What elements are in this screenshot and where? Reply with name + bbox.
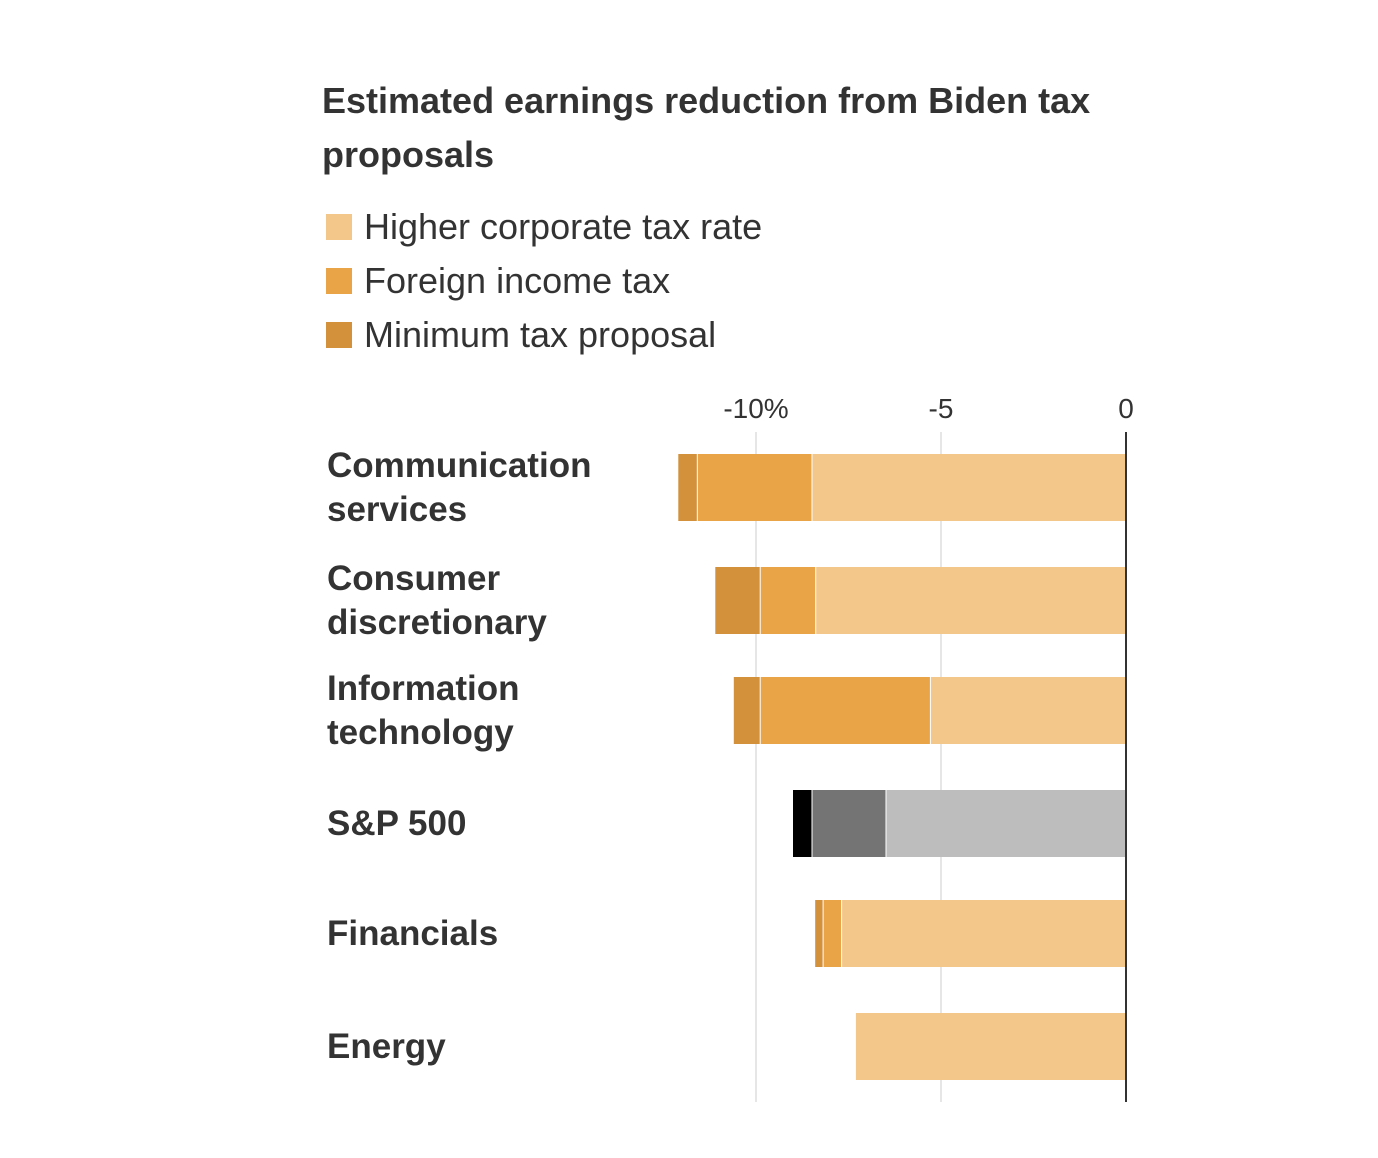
bar-segment	[696, 454, 812, 521]
bar-segment	[815, 567, 1126, 634]
bar-segment	[678, 454, 697, 521]
x-tick-label: 0	[1118, 393, 1134, 424]
legend-label: Foreign income tax	[364, 260, 671, 301]
x-tick-label: -5	[929, 393, 954, 424]
bar-segment	[822, 900, 842, 967]
legend-swatch	[326, 268, 352, 294]
bar-segment	[815, 900, 823, 967]
legend-item: Minimum tax proposal	[326, 312, 926, 358]
bar-segment	[929, 677, 1126, 744]
bar-segment	[811, 790, 886, 857]
legend-item: Higher corporate tax rate	[326, 204, 926, 250]
category-label: Financials	[327, 913, 499, 953]
legend-label: Minimum tax proposal	[364, 314, 717, 355]
bar-segment	[715, 567, 760, 634]
bar-segment	[841, 900, 1126, 967]
legend-swatch	[326, 214, 352, 240]
category-label: Consumer discretionary	[327, 558, 547, 642]
x-tick-label: -10%	[723, 393, 788, 424]
bar-segment	[885, 790, 1126, 857]
category-label: Communication services	[327, 445, 592, 529]
bar-segment	[733, 677, 760, 744]
chart-title: Estimated earnings reduction from Biden …	[322, 80, 1091, 175]
legend-swatch	[326, 322, 352, 348]
bar-segment	[793, 790, 812, 857]
legend-item: Foreign income tax	[326, 258, 926, 304]
category-label: Energy	[327, 1026, 446, 1066]
bar-segment	[855, 1013, 1126, 1080]
bar-segment	[759, 567, 816, 634]
bar-segment	[759, 677, 930, 744]
category-label: S&P 500	[327, 803, 467, 843]
legend-label: Higher corporate tax rate	[364, 206, 763, 247]
category-label: Information technology	[327, 668, 520, 752]
bar-segment	[811, 454, 1126, 521]
